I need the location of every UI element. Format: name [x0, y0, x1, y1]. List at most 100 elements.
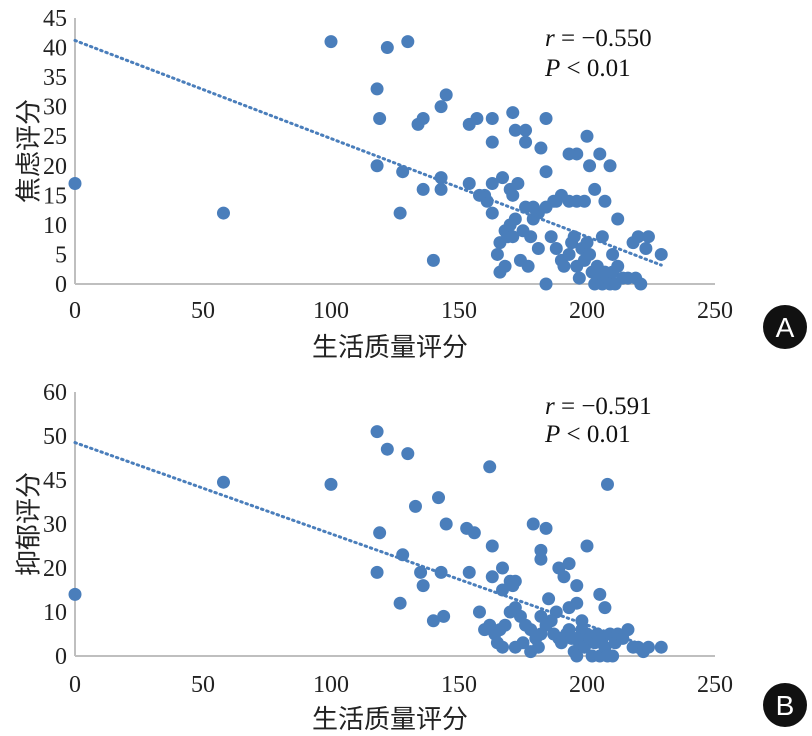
data-point: [216, 475, 230, 489]
data-point: [583, 247, 597, 261]
data-point: [434, 171, 448, 185]
data-point: [639, 242, 653, 256]
data-point: [472, 188, 486, 202]
data-point: [439, 517, 453, 531]
data-point: [534, 552, 548, 566]
data-point: [542, 592, 556, 606]
x-axis-title: 生活质量评分: [312, 333, 468, 363]
y-tick-label: 20: [43, 154, 67, 180]
data-point: [470, 111, 484, 125]
data-point: [570, 579, 584, 593]
data-point: [516, 636, 530, 650]
data-point: [557, 570, 571, 584]
data-point: [68, 177, 82, 191]
trendline: [73, 441, 645, 647]
data-point: [416, 579, 430, 593]
data-point: [606, 649, 620, 663]
data-point: [68, 587, 82, 601]
data-point: [519, 135, 533, 149]
y-tick-label: 20: [43, 556, 67, 582]
data-point: [434, 565, 448, 579]
data-point: [572, 271, 586, 285]
data-point: [521, 259, 535, 273]
panel-badge: [763, 305, 807, 349]
data-point: [511, 177, 525, 191]
data-point: [496, 171, 510, 185]
data-point: [408, 499, 422, 513]
x-tick-label: 150: [441, 298, 477, 324]
y-tick-label: 45: [43, 468, 67, 494]
y-axis-title: 焦虑评分: [15, 99, 45, 203]
data-point: [503, 574, 517, 588]
data-point: [654, 640, 668, 654]
data-point: [324, 477, 338, 491]
y-tick-label: 50: [43, 424, 67, 450]
data-point: [621, 623, 635, 637]
data-point: [439, 88, 453, 102]
data-point: [519, 123, 533, 137]
data-point: [467, 526, 481, 540]
data-point: [598, 194, 612, 208]
data-point: [593, 147, 607, 161]
data-point: [503, 605, 517, 619]
data-point: [472, 605, 486, 619]
data-point: [373, 526, 387, 540]
data-point: [557, 259, 571, 273]
data-point: [370, 565, 384, 579]
data-point: [506, 230, 520, 244]
data-point: [432, 491, 446, 505]
data-point: [462, 565, 476, 579]
data-point: [496, 640, 510, 654]
data-point: [426, 253, 440, 267]
y-tick-label: 60: [43, 380, 67, 406]
data-point: [526, 212, 540, 226]
data-point: [216, 206, 230, 220]
data-point: [485, 135, 499, 149]
data-point: [434, 182, 448, 196]
data-point: [496, 583, 510, 597]
data-point: [534, 609, 548, 623]
data-point: [380, 41, 394, 55]
data-point: [370, 82, 384, 96]
data-point: [416, 111, 430, 125]
data-point: [373, 111, 387, 125]
data-point: [580, 539, 594, 553]
data-point: [485, 206, 499, 220]
y-tick-label: 0: [55, 644, 67, 670]
data-point: [485, 177, 499, 191]
data-point: [401, 35, 415, 49]
x-tick-label: 50: [191, 672, 215, 698]
data-point: [600, 477, 614, 491]
data-point: [631, 230, 645, 244]
y-tick-label: 30: [43, 95, 67, 121]
p-value-annotation: P < 0.01: [544, 421, 631, 448]
data-point: [393, 596, 407, 610]
y-tick-label: 25: [43, 124, 67, 150]
data-point: [577, 194, 591, 208]
data-point: [496, 561, 510, 575]
x-tick-label: 250: [697, 298, 733, 324]
data-point: [588, 182, 602, 196]
x-tick-label: 150: [441, 672, 477, 698]
correlation-annotation: r = −0.550: [545, 25, 652, 52]
data-point: [508, 123, 522, 137]
data-point: [370, 425, 384, 439]
data-point: [634, 277, 648, 291]
data-point: [562, 147, 576, 161]
data-point: [549, 242, 563, 256]
y-axis-title: 抑郁评分: [15, 472, 45, 576]
data-point: [583, 159, 597, 173]
data-point: [611, 259, 625, 273]
p-symbol: P: [544, 55, 560, 82]
data-point: [393, 206, 407, 220]
data-point: [593, 587, 607, 601]
x-tick-label: 0: [69, 672, 81, 698]
data-point: [324, 35, 338, 49]
x-tick-label: 200: [569, 298, 605, 324]
data-point: [531, 640, 545, 654]
data-point: [575, 614, 589, 628]
data-point: [562, 247, 576, 261]
panel-badge-label: B: [776, 690, 795, 721]
r-value: = −0.550: [555, 25, 652, 52]
